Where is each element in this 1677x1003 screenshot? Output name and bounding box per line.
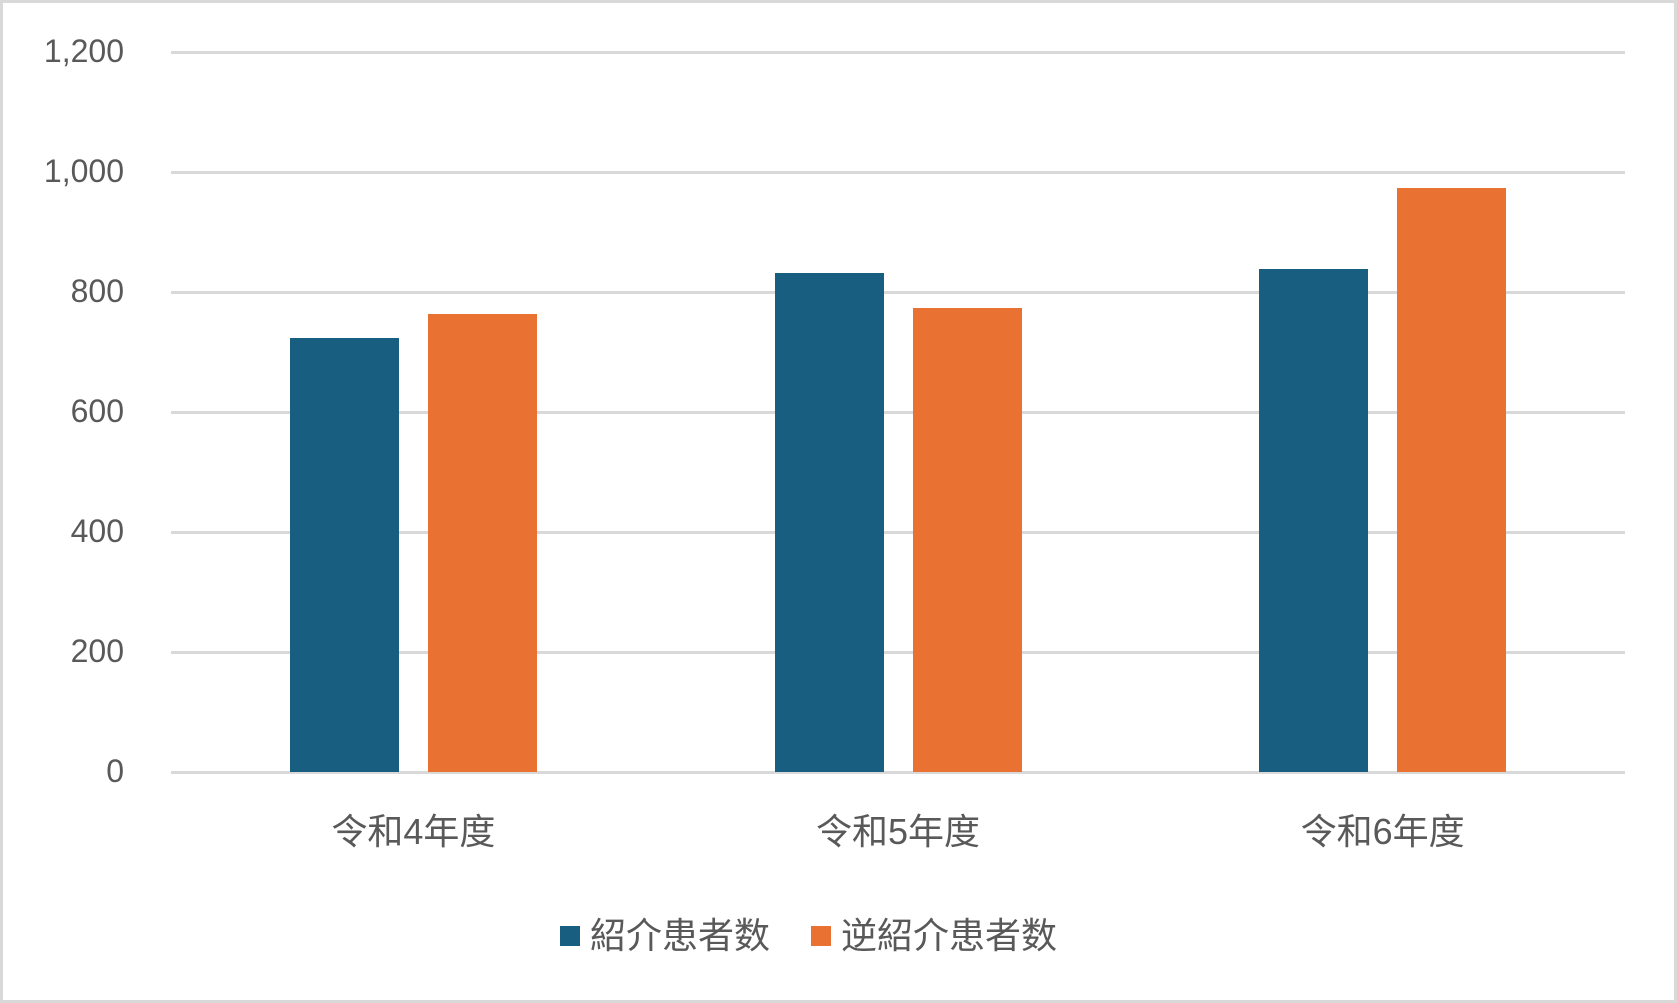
gridline <box>171 651 1625 654</box>
x-tick-label: 令和5年度 <box>815 811 981 852</box>
y-tick-label: 600 <box>70 393 124 429</box>
legend-label-reverse-referral: 逆紹介患者数 <box>841 915 1058 956</box>
bar-reverse-referral <box>427 314 537 772</box>
legend-swatch-reverse-referral <box>811 926 831 946</box>
bar-referral <box>1259 268 1369 772</box>
bar-reverse-referral <box>912 308 1022 772</box>
legend-label-referral: 紹介患者数 <box>590 915 771 956</box>
x-axis-baseline <box>171 771 1625 774</box>
gridline <box>171 291 1625 294</box>
gridline <box>171 411 1625 414</box>
bar-referral <box>289 338 399 772</box>
y-tick-label: 1,000 <box>43 153 124 189</box>
y-tick-label: 400 <box>70 513 124 549</box>
bar-referral <box>774 273 884 772</box>
gridline <box>171 51 1625 54</box>
y-tick-label: 1,200 <box>43 33 124 69</box>
gridline <box>171 171 1625 174</box>
x-tick-label: 令和6年度 <box>1300 811 1465 852</box>
bar-reverse-referral <box>1397 188 1507 772</box>
y-tick-label: 0 <box>106 753 124 789</box>
y-tick-label: 800 <box>70 273 124 309</box>
gridline <box>171 531 1625 534</box>
legend-swatch-referral <box>560 926 580 946</box>
x-tick-label: 令和4年度 <box>331 811 496 852</box>
legend: 紹介患者数 逆紹介患者数 <box>0 916 1677 960</box>
y-tick-label: 200 <box>70 633 124 669</box>
